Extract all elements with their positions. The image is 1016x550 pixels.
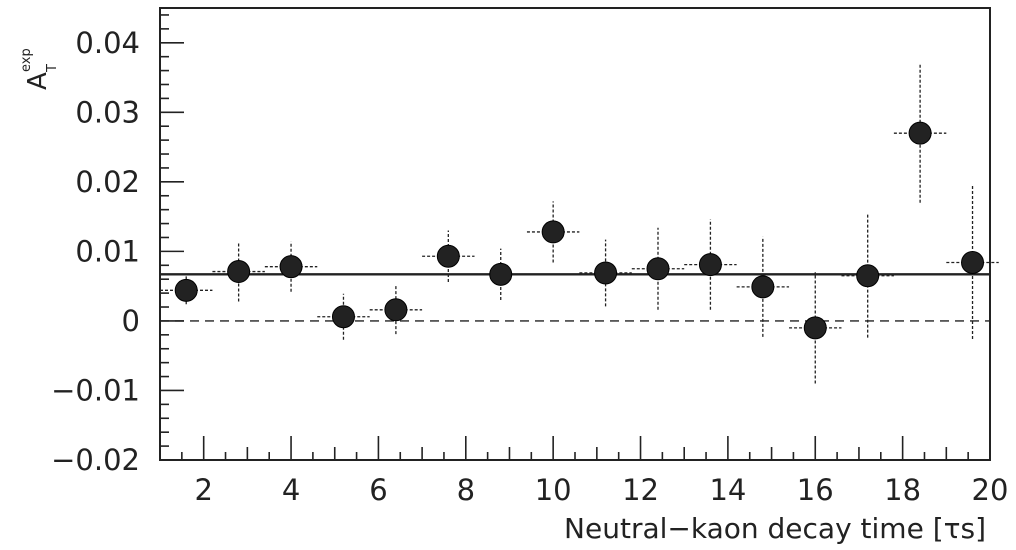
- data-point: [422, 230, 475, 282]
- data-marker: [331, 305, 355, 329]
- data-point: [212, 241, 265, 302]
- data-marker: [384, 298, 408, 322]
- data-point: [579, 239, 632, 307]
- x-tick-label: 2: [194, 473, 212, 507]
- data-point: [946, 186, 999, 340]
- data-point: [317, 293, 370, 340]
- data-marker: [908, 121, 932, 145]
- data-marker: [436, 244, 460, 268]
- data-marker: [279, 255, 303, 279]
- data-marker: [541, 220, 565, 244]
- data-point: [160, 276, 213, 305]
- data-point: [631, 227, 685, 310]
- data-marker: [961, 251, 985, 275]
- x-tick-label: 6: [369, 473, 387, 507]
- y-tick-label: 0.04: [75, 26, 140, 60]
- data-marker: [174, 278, 198, 302]
- y-tick-label: −0.01: [51, 373, 140, 407]
- data-marker: [698, 253, 722, 277]
- data-marker: [594, 261, 618, 285]
- y-axis-label: A T exp: [19, 48, 60, 90]
- plot-frame: [159, 7, 991, 461]
- data-marker: [751, 275, 775, 299]
- axes: [159, 7, 991, 461]
- data-point: [684, 219, 737, 310]
- data-marker: [803, 316, 827, 340]
- x-tick-label: 16: [797, 473, 834, 507]
- y-tick-label: 0.01: [75, 234, 140, 268]
- x-tick-label: 12: [622, 473, 659, 507]
- x-tick-label: 4: [282, 473, 300, 507]
- y-axis-label-sup: exp: [19, 48, 34, 72]
- data-point: [264, 241, 318, 292]
- data-point: [474, 248, 527, 301]
- x-tick-label: 18: [884, 473, 921, 507]
- y-axis-label-main: A: [23, 72, 53, 90]
- x-tick-label: 10: [535, 473, 572, 507]
- data-point: [736, 236, 790, 337]
- data-point: [841, 213, 894, 338]
- data-point: [789, 272, 842, 384]
- x-tick-label: 14: [709, 473, 746, 507]
- y-tick-label: 0.02: [75, 165, 140, 199]
- data-marker: [646, 257, 670, 281]
- x-tick-label: 8: [457, 473, 475, 507]
- y-tick-label: −0.02: [51, 443, 140, 477]
- data-points: [160, 63, 999, 384]
- data-marker: [856, 264, 880, 288]
- data-point: [526, 201, 580, 263]
- tick-labels: 2 4 6 8 10 12 14 16 18 20 −0.02 −0.01 0 0.01 0.02 0.03 0…: [51, 26, 1008, 507]
- x-tick-label: 20: [972, 473, 1009, 507]
- data-marker: [227, 260, 251, 284]
- y-tick-label: 0: [122, 304, 140, 338]
- x-axis-label: Neutral−kaon decay time [τs]: [564, 512, 986, 545]
- data-point: [369, 285, 423, 335]
- data-point: [893, 63, 947, 203]
- y-axis-label-sub: T: [45, 64, 60, 73]
- y-tick-label: 0.03: [75, 95, 140, 129]
- data-marker: [489, 262, 513, 286]
